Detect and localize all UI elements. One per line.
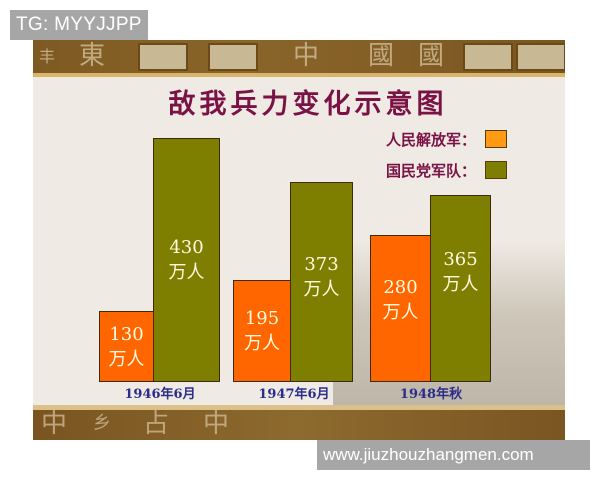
decor-glyph: 中 [203,409,230,439]
decorative-bottom-band: 中 乡 占 中 [33,409,565,440]
chart-legend: 人民解放军： 国民党军队： [386,128,508,190]
decor-strip [33,73,565,77]
decor-stamp [463,43,513,71]
legend-label: 人民解放军： [386,130,477,149]
bar-pla-1948: 280 万人 [370,235,431,382]
bar-label: 365 万人 [442,248,479,295]
decor-glyph: 國 [418,41,445,71]
x-tick-label: 1947年6月 [258,387,330,402]
legend-swatch-olive [485,161,508,179]
decor-glyph: 中 [41,409,68,439]
bar-label: 130 万人 [108,323,145,370]
decor-glyph: 中 [293,41,320,71]
bar-label: 430 万人 [168,237,205,283]
x-tick-label: 1948年秋 [399,387,463,402]
bar-label: 195 万人 [244,308,280,354]
bar-label: 373 万人 [303,254,340,300]
legend-item-kmt: 国民党军队： [386,159,508,181]
bar-label: 280 万人 [382,276,419,323]
decor-glyph: 乡 [93,413,111,434]
decor-glyph: 丰 [39,47,56,66]
watermark-top-left: TG: MYYJJPP [10,10,148,40]
decor-stamp [208,43,258,71]
watermark-bottom-right: www.jiuzhouzhangmen.com [317,440,590,470]
decorative-top-band: 丰 東 中 國 國 [33,40,565,73]
bar-kmt-1948: 365 万人 [430,195,491,382]
decor-glyph: 國 [368,41,395,71]
legend-item-pla: 人民解放军： [386,128,508,150]
bar-pla-1947: 195 万人 [233,280,291,382]
bar-kmt-1946: 430 万人 [153,138,220,382]
chart-title: 敌我兵力变化示意图 [168,89,448,120]
chart-slide: 丰 東 中 國 國 敌我兵力变化示意图 人民解放军： 国民党军队： 130 万人 … [33,40,565,440]
bar-kmt-1947: 373 万人 [290,182,353,382]
bar-pla-1946: 130 万人 [99,311,154,382]
legend-label: 国民党军队： [386,161,477,180]
decor-stamp [138,43,188,71]
x-tick-label: 1946年6月 [124,387,196,402]
decor-stamp [516,43,565,71]
decor-glyph: 占 [143,409,170,439]
decor-glyph: 東 [79,41,106,71]
decor-strip [33,405,565,410]
legend-swatch-orange [485,130,508,148]
